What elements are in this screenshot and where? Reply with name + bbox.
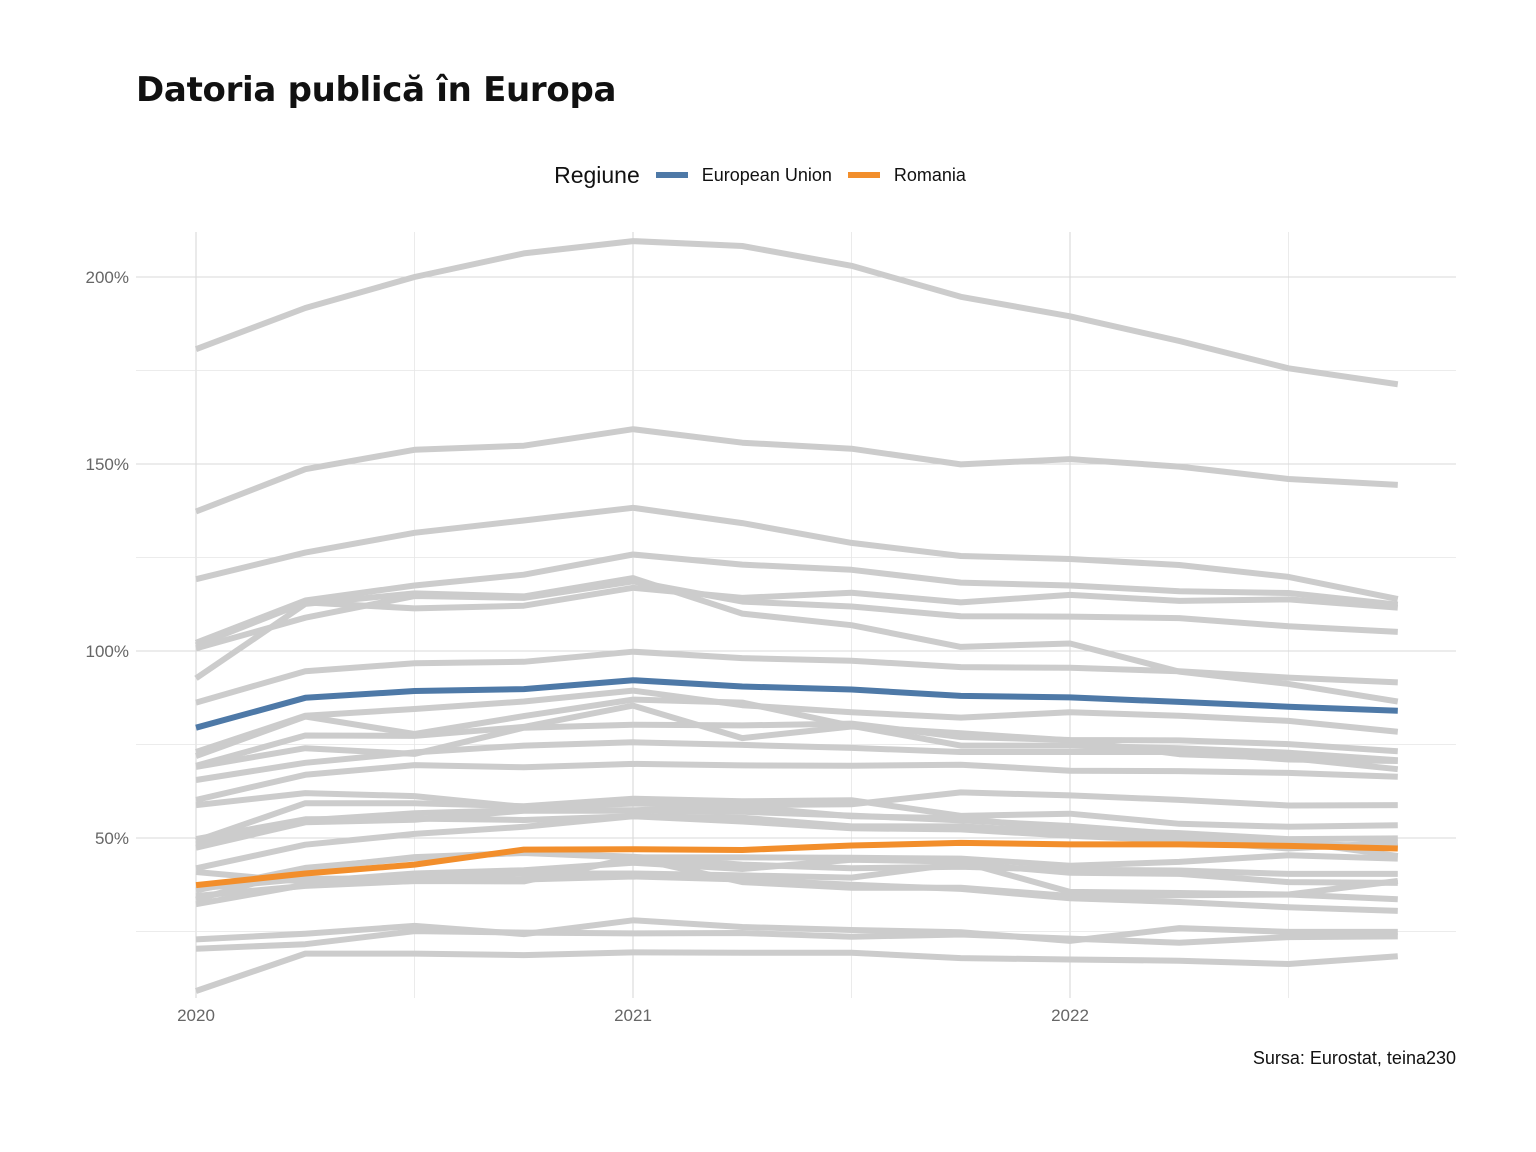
x-tick-label: 2020 bbox=[177, 1006, 215, 1025]
legend-swatch-romania bbox=[847, 172, 880, 178]
y-tick-label: 200% bbox=[86, 268, 129, 287]
series-line-country-29 bbox=[195, 928, 1398, 952]
source-note: Sursa: Eurostat, teina230 bbox=[1252, 1048, 1456, 1068]
series-line-country-27 bbox=[195, 873, 1398, 914]
legend-label-romania: Romania bbox=[893, 164, 966, 185]
series-line-country-11 bbox=[194, 696, 1399, 764]
legend-swatch-european-union bbox=[655, 172, 688, 178]
series-line-country-10 bbox=[195, 687, 1399, 755]
y-tick-label: 150% bbox=[86, 455, 129, 474]
series-line-country-5 bbox=[194, 551, 1399, 646]
series-line-country-24 bbox=[195, 860, 1398, 892]
legend-label-european-union: European Union bbox=[701, 164, 832, 185]
series-line-country-20 bbox=[195, 807, 1399, 859]
series-line-country-28 bbox=[195, 917, 1398, 944]
series-line-country-14 bbox=[195, 739, 1398, 783]
legend-title: Regiune bbox=[554, 161, 640, 188]
legend-item-european-union: European Union bbox=[655, 164, 832, 186]
series-line-country-16 bbox=[195, 789, 1398, 810]
series-line-country-15 bbox=[195, 760, 1398, 803]
legend: Regiune European Union Romania bbox=[0, 160, 1536, 190]
x-tick-label: 2022 bbox=[1051, 1006, 1089, 1025]
series-line-country-4 bbox=[195, 504, 1399, 602]
legend-item-romania: Romania bbox=[847, 164, 966, 186]
series-line-romania bbox=[195, 839, 1398, 889]
y-tick-label: 50% bbox=[95, 829, 129, 848]
series-line-country-7 bbox=[195, 578, 1398, 652]
series-line-country-17 bbox=[195, 795, 1398, 844]
series-line-country-9 bbox=[195, 648, 1398, 706]
x-tick-label: 2021 bbox=[614, 1006, 652, 1025]
y-tick-label: 100% bbox=[86, 642, 129, 661]
series-line-country-30 bbox=[195, 949, 1399, 994]
chart-title: Datoria publică în Europa bbox=[136, 70, 617, 110]
series-line-european-union bbox=[195, 677, 1398, 731]
series-line-country-6 bbox=[194, 584, 1399, 649]
series-line-country-3 bbox=[194, 426, 1398, 515]
series-line-country-2 bbox=[194, 238, 1399, 388]
